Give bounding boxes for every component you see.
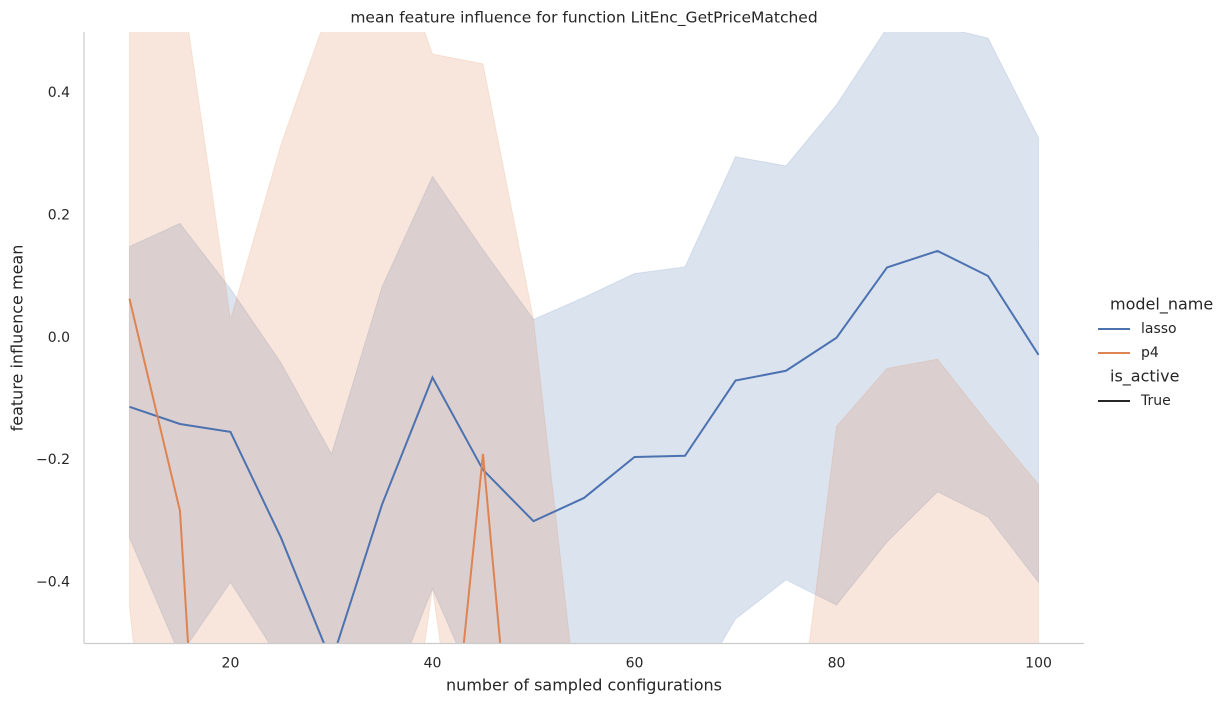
confidence-band bbox=[128, 32, 1040, 643]
y-tick-label: −0.4 bbox=[36, 574, 70, 590]
x-tick-label: 20 bbox=[222, 656, 240, 672]
x-tick-label: 60 bbox=[626, 656, 644, 672]
y-tick-label: 0.4 bbox=[48, 85, 70, 101]
y-tick-label: 0.2 bbox=[48, 207, 70, 223]
legend-label: True bbox=[1140, 393, 1171, 409]
x-tick-label: 40 bbox=[424, 656, 442, 672]
legend-label: p4 bbox=[1141, 345, 1159, 361]
y-axis-label: feature influence mean bbox=[8, 245, 27, 432]
confidence-band bbox=[128, 32, 1040, 643]
legend-label: lasso bbox=[1141, 321, 1177, 337]
y-tick-label: −0.2 bbox=[36, 452, 70, 468]
plot-area bbox=[128, 32, 1040, 643]
legend-title: is_active bbox=[1110, 367, 1179, 387]
y-tick-label: 0.0 bbox=[48, 330, 70, 346]
x-axis-label: number of sampled configurations bbox=[446, 676, 722, 695]
legend-title: model_name bbox=[1110, 295, 1213, 315]
x-tick-label: 80 bbox=[828, 656, 846, 672]
x-tick-label: 100 bbox=[1025, 656, 1052, 672]
chart-title: mean feature influence for function LitE… bbox=[350, 9, 817, 28]
series-line bbox=[129, 249, 1040, 643]
